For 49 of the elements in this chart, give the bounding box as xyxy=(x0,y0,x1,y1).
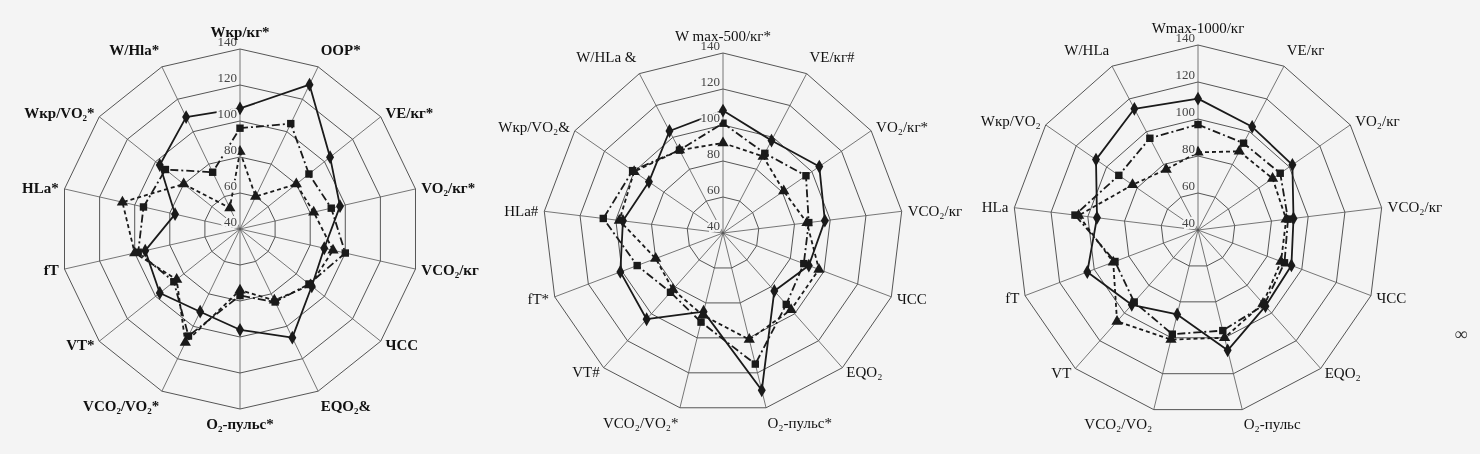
spoke-label: VCO₂/VO₂* xyxy=(83,397,160,414)
y-tick-label: 60 xyxy=(1182,178,1195,193)
y-tick-label: 60 xyxy=(707,182,720,197)
spoke-label: W/HLa & xyxy=(576,49,637,66)
spoke-label: W/HLa xyxy=(1064,41,1110,58)
spoke-label: Wкр/VO₂ xyxy=(980,113,1041,130)
spoke-label: VCO₂/VO₂ xyxy=(1084,416,1153,433)
spoke-label: fT xyxy=(1005,289,1020,306)
spoke-label: VO₂/кг* xyxy=(876,119,929,136)
y-tick-label: 40 xyxy=(224,214,237,229)
y-tick-label: 120 xyxy=(700,74,720,89)
y-tick-label: 80 xyxy=(224,142,237,157)
spoke-label: ЧСС xyxy=(896,290,927,307)
spoke-label: EQO₂ xyxy=(846,364,883,381)
spoke-label: HLa# xyxy=(504,202,539,219)
spoke-label: VCO₂/VO₂* xyxy=(603,414,679,431)
spoke-label: VT* xyxy=(66,336,95,353)
y-tick-label: 80 xyxy=(707,146,720,161)
y-tick-label: 80 xyxy=(1182,141,1195,156)
spoke-label: O₂-пульс* xyxy=(767,414,832,431)
spoke-label: VE/кг* xyxy=(385,105,434,122)
y-tick-label: 120 xyxy=(1175,67,1195,82)
spoke-label: Wкр/VO₂& xyxy=(498,119,571,136)
spoke-label: EQO₂ xyxy=(1324,364,1361,381)
spoke-label: O₂-пульс* xyxy=(206,416,274,432)
spoke-label: ЧСС xyxy=(385,336,419,353)
spoke-label: fT* xyxy=(527,290,550,307)
spoke-label: VE/кг# xyxy=(809,49,856,66)
spoke-label: O₂-пульс xyxy=(1243,416,1301,433)
spoke-label: EQO₂& xyxy=(320,397,372,414)
text: ∞ xyxy=(1454,324,1468,344)
spoke-label: fT xyxy=(43,262,59,279)
spoke-label: VCO₂/кг xyxy=(421,262,479,279)
spoke-label: VT# xyxy=(572,364,601,381)
spoke-label: VO₂/кг* xyxy=(421,179,476,196)
spoke-label: VCO₂/кг xyxy=(1387,198,1443,215)
spoke-label: HLa* xyxy=(21,179,59,196)
spoke-label: VO₂/кг xyxy=(1355,113,1400,130)
spoke-label: VT xyxy=(1051,364,1072,381)
y-tick-label: 60 xyxy=(224,178,237,193)
y-tick-label: 120 xyxy=(217,70,237,85)
spoke-label: ЧСС xyxy=(1376,289,1407,306)
spoke-label: ООР* xyxy=(320,42,361,59)
y-tick-label: 100 xyxy=(1175,104,1195,119)
spoke-label: W/Hla* xyxy=(109,42,160,59)
spoke-label: HLa xyxy=(981,198,1009,215)
spoke-label: VE/кг xyxy=(1286,41,1325,58)
spoke-label: Wкр/VO₂* xyxy=(24,105,95,122)
spoke-label: VCO₂/кг xyxy=(907,202,963,219)
